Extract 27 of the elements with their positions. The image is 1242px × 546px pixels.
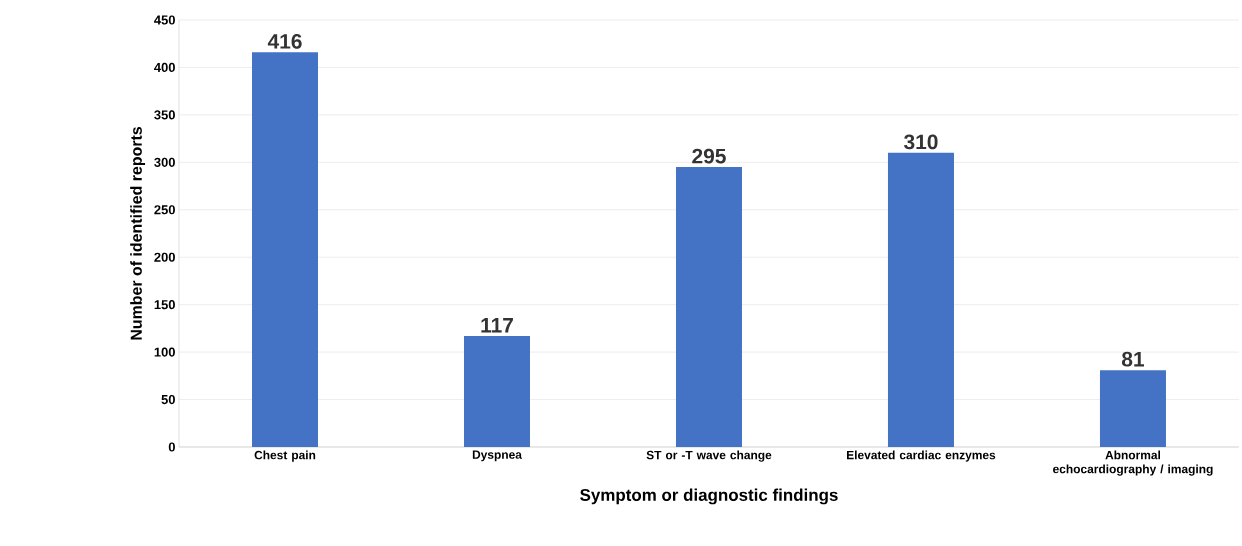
x-tick-label: Chest pain [254, 450, 316, 462]
bar [463, 335, 530, 447]
data-label: 295 [692, 148, 726, 164]
y-tick-label: 0 [168, 442, 175, 452]
x-tick-label: Elevated cardiac enzymes [847, 450, 996, 462]
data-label: 416 [267, 33, 302, 49]
bar [887, 152, 954, 447]
y-tick-label: 100 [154, 347, 175, 357]
data-label: 117 [481, 318, 513, 333]
bar [675, 167, 742, 447]
y-tick-label: 300 [154, 157, 175, 167]
x-tick-label: ST or -T wave change [646, 450, 772, 462]
bar [252, 52, 318, 447]
bar [1099, 370, 1166, 447]
y-tick-label: 150 [154, 300, 175, 310]
data-label: 81 [1121, 351, 1145, 367]
x-axis-title: Symptom or diagnostic findings [580, 488, 838, 505]
y-axis-title: Number of identified reports [130, 127, 146, 340]
x-tick-label: Dyspnea [472, 450, 522, 462]
y-tick-label: 350 [154, 110, 175, 120]
y-tick-label: 200 [154, 252, 175, 262]
x-tick-label: Abnormal echocardiography / imaging [1053, 450, 1213, 476]
y-tick-label: 400 [154, 62, 175, 73]
y-tick-label: 250 [154, 205, 175, 215]
y-tick-label: 50 [161, 394, 175, 405]
y-tick-label: 450 [154, 15, 175, 25]
data-label: 310 [904, 134, 938, 150]
